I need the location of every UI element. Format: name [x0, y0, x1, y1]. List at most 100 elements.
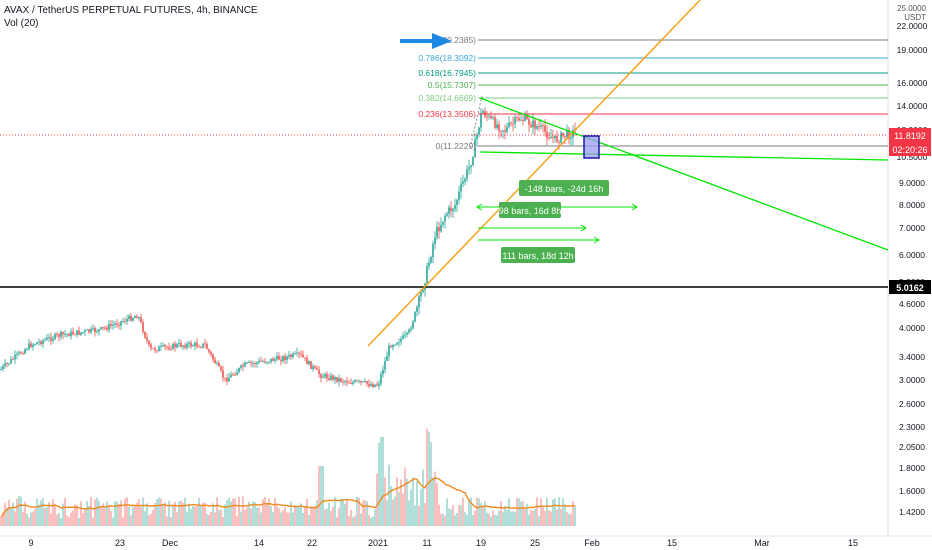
green-horizontal-trendline[interactable] — [479, 151, 889, 161]
range-label[interactable]: -148 bars, -24d 16h — [519, 180, 609, 196]
time-tick: Dec — [162, 538, 179, 548]
candle-body — [284, 356, 286, 360]
volume-bar — [314, 505, 316, 526]
candle-body — [276, 355, 278, 360]
currency-label: USDT — [904, 13, 926, 22]
time-axis[interactable]: 9 23 Dec 14 22 2021 11 19 25 Feb 15 Mar 15 — [28, 538, 858, 548]
candle-body — [270, 358, 272, 362]
chart-pane[interactable] — [0, 0, 888, 536]
volume-bar — [332, 506, 334, 526]
candle-body — [456, 199, 458, 206]
range-label[interactable]: 98 bars, 16d 8h — [499, 202, 562, 218]
volume-bar — [72, 510, 74, 526]
candle-body — [128, 315, 130, 320]
volume-bar — [58, 512, 60, 526]
candle-body — [86, 329, 88, 331]
volume-bar — [434, 471, 436, 526]
volume-bar — [340, 498, 342, 526]
candle-body — [176, 344, 178, 348]
current-price-badge: 11.8192 — [889, 128, 931, 142]
volume-bar — [490, 516, 492, 526]
candle-body — [512, 123, 514, 125]
volume-bar — [80, 501, 82, 526]
volume-bar — [568, 513, 570, 526]
fib-level-label: (20.2385) — [440, 35, 477, 45]
volume-bar — [38, 504, 40, 526]
volume-bar — [232, 498, 234, 526]
svg-text:111 bars, 18d 12h: 111 bars, 18d 12h — [502, 251, 573, 261]
price-tick: 2.0500 — [899, 442, 925, 452]
candle-body — [8, 363, 10, 365]
volume-bar — [4, 502, 6, 526]
orange-trendline[interactable] — [367, 0, 701, 347]
candle-body — [298, 352, 300, 354]
candle-body — [344, 381, 346, 383]
candle-body — [174, 343, 176, 348]
candle-body — [242, 365, 244, 367]
volume-bar — [424, 503, 426, 526]
volume-bar — [64, 497, 66, 526]
candle-body — [32, 344, 34, 347]
green-descending-trendline[interactable] — [479, 97, 889, 251]
candle-body — [250, 361, 252, 364]
volume-bar — [476, 497, 478, 526]
volume-bar — [238, 496, 240, 526]
volume-bar — [26, 513, 28, 526]
volume-bar — [104, 508, 106, 526]
fib-level-label: 0.786(18.3092) — [418, 53, 476, 63]
candle-body — [116, 323, 118, 326]
candle-body — [50, 337, 52, 341]
volume-bar — [564, 504, 566, 526]
candle-body — [562, 132, 564, 137]
volume-bar — [134, 505, 136, 526]
candle-body — [228, 377, 230, 382]
candle-body — [192, 345, 194, 347]
volume-bar — [544, 511, 546, 526]
volume-bar — [88, 506, 90, 526]
candle-body — [332, 375, 334, 380]
candle-body — [312, 366, 314, 369]
candle-body — [178, 343, 180, 345]
volume-bar — [442, 513, 444, 526]
candle-body — [110, 324, 112, 326]
volume-bar — [398, 492, 400, 526]
candle-body — [422, 289, 424, 293]
volume-bar — [304, 505, 306, 526]
volume-bar — [508, 498, 510, 526]
candle-body — [216, 363, 218, 364]
volume-bar — [350, 509, 352, 526]
candle-body — [324, 373, 326, 377]
candle-body — [354, 380, 356, 383]
volume-bar — [68, 517, 70, 526]
candle-body — [570, 137, 572, 139]
blue-arrow-icon[interactable] — [400, 33, 452, 49]
volume-bar — [182, 502, 184, 526]
candle-body — [134, 316, 136, 319]
symbol-title: AVAX / TetherUS PERPETUAL FUTURES, 4h, B… — [4, 5, 258, 16]
volume-bar — [168, 500, 170, 526]
candle-body — [550, 136, 552, 139]
fibonacci-retracement[interactable]: (20.2385) 0.786(18.3092) 0.618(16.7945) 0.5… — [418, 35, 888, 151]
candle-body — [180, 343, 182, 347]
target-box[interactable] — [583, 135, 600, 159]
volume-bar — [248, 501, 250, 526]
volume-bar — [216, 497, 218, 526]
candle-body — [556, 135, 558, 142]
candle-body — [374, 384, 376, 387]
candle-body — [70, 331, 72, 337]
time-tick: 23 — [115, 538, 125, 548]
candle-body — [166, 346, 168, 348]
volume-bar — [120, 500, 122, 526]
candle-body — [544, 125, 546, 132]
price-axis[interactable]: 22.000019.000016.000014.000012.000010.50… — [897, 21, 928, 517]
candle-body — [446, 213, 448, 216]
volume-bar — [446, 498, 448, 526]
range-label[interactable]: 111 bars, 18d 12h — [501, 247, 575, 263]
volume-bar — [570, 514, 572, 526]
candle-body — [72, 331, 74, 335]
candle-body — [362, 381, 364, 383]
volume-bar — [492, 510, 494, 526]
price-tick: 19.0000 — [897, 45, 928, 55]
candle-body — [342, 381, 344, 383]
